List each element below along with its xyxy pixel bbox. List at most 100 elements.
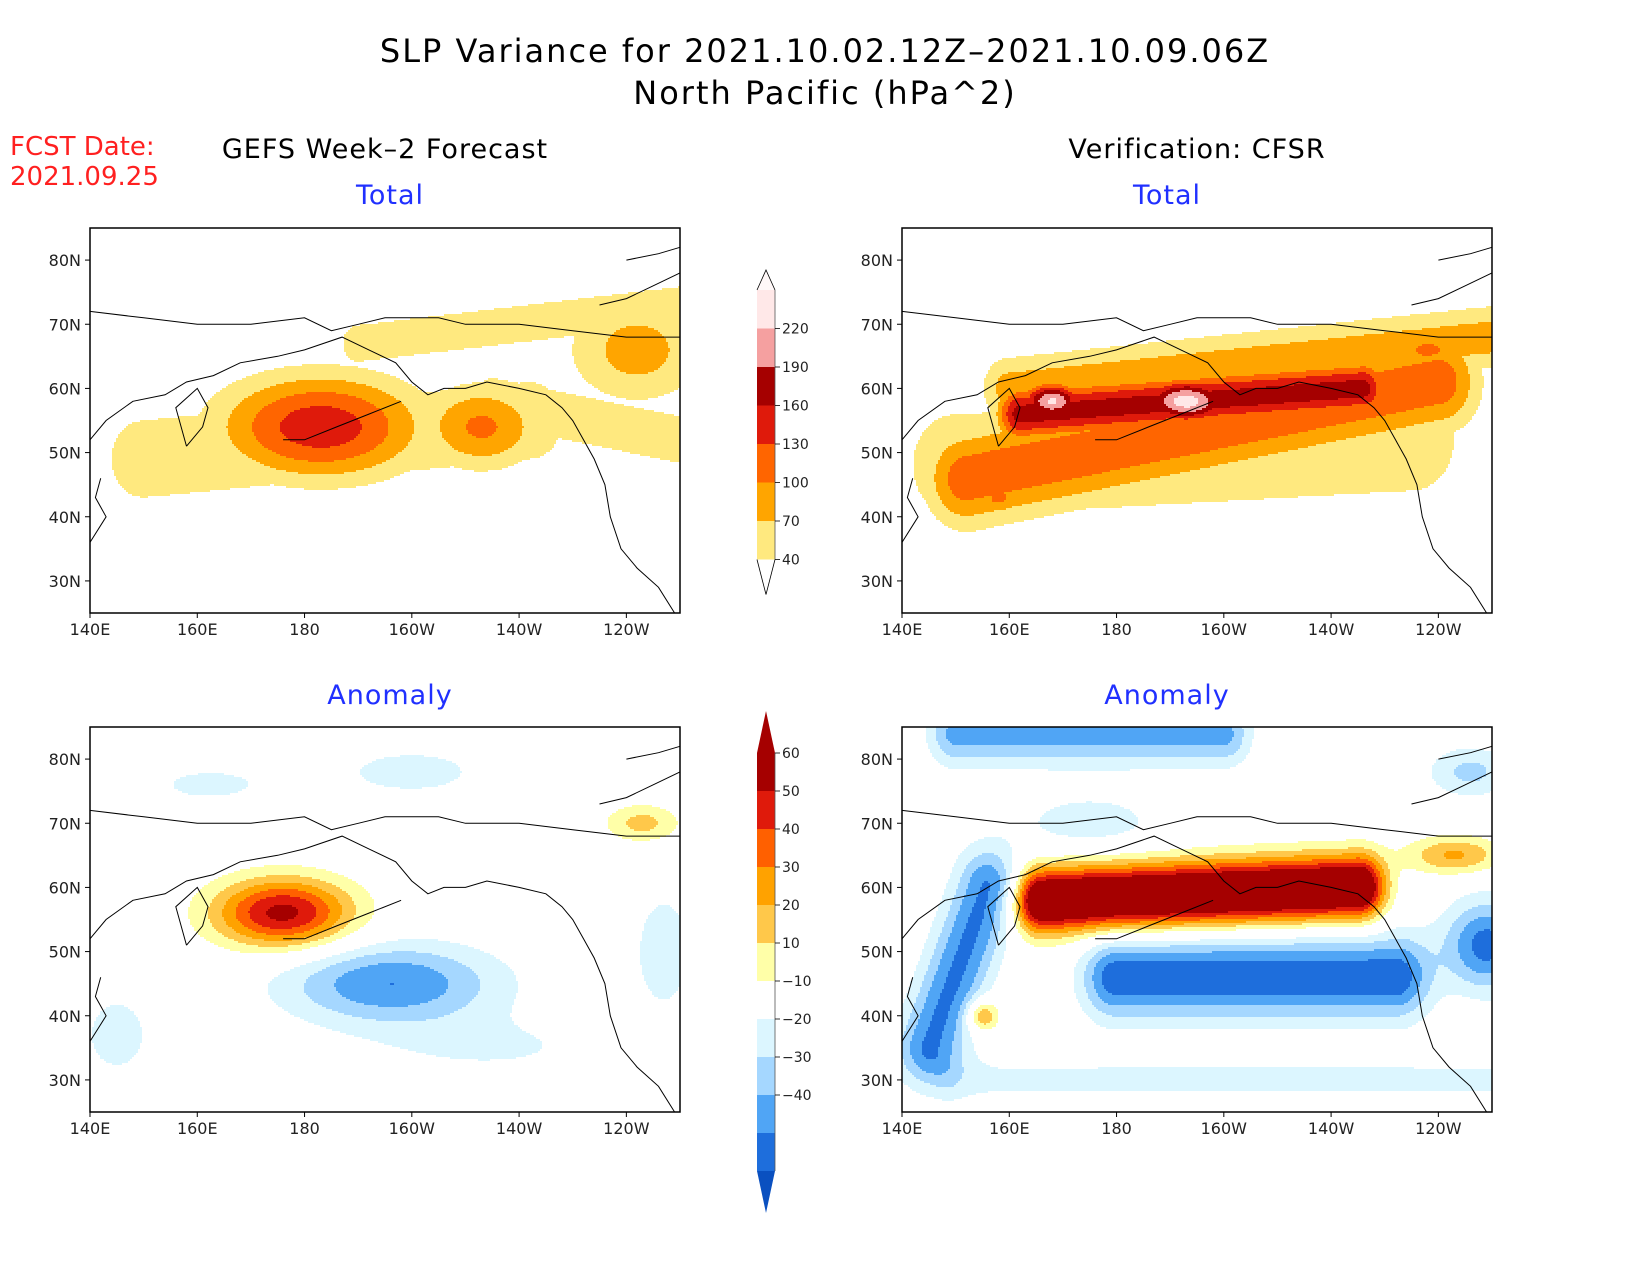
- contour-cell: [1032, 925, 1084, 927]
- contour-cell: [92, 1039, 142, 1041]
- contour-cell: [344, 336, 564, 338]
- contour-cell: [986, 947, 996, 949]
- contour-cell: [1462, 406, 1478, 408]
- contour-cell: [630, 452, 680, 454]
- contour-cell: [140, 496, 148, 498]
- contour-cell: [930, 510, 950, 512]
- contour-cell: [1372, 376, 1456, 378]
- contour-cell: [1244, 733, 1254, 735]
- contour-cell: [946, 917, 956, 919]
- contour-cell: [1326, 406, 1424, 408]
- contour-cell: [1432, 983, 1474, 985]
- contour-cell: [1058, 426, 1326, 428]
- colorbar-label: 100: [782, 476, 809, 492]
- contour-cell: [976, 991, 986, 993]
- contour-cell: [982, 983, 994, 985]
- contour-cell: [520, 436, 680, 438]
- contour-cell: [912, 979, 924, 981]
- contour-cell: [922, 1069, 948, 1071]
- contour-cell: [948, 767, 1230, 769]
- contour-cell: [1370, 374, 1456, 376]
- contour-cell: [978, 933, 990, 935]
- contour-cell: [912, 977, 924, 979]
- x-tick-label: 160E: [177, 1119, 218, 1138]
- contour-cell: [378, 388, 418, 390]
- contour-cell: [1468, 909, 1492, 911]
- contour-cell: [326, 881, 356, 883]
- contour-cell: [1372, 867, 1376, 869]
- contour-cell: [962, 1061, 982, 1063]
- contour-cell: [1148, 857, 1246, 859]
- contour-cell: [276, 1003, 318, 1005]
- contour-cell: [572, 354, 606, 356]
- contour-cell: [1028, 891, 1374, 893]
- contour-cell: [1048, 769, 1130, 771]
- contour-cell: [962, 1019, 966, 1021]
- contour-cell: [1328, 338, 1492, 340]
- contour-cell: [1064, 919, 1106, 921]
- contour-cell: [1112, 422, 1346, 424]
- contour-cell: [356, 436, 386, 438]
- contour-cell: [944, 891, 956, 893]
- contour-cell: [1444, 418, 1472, 420]
- contour-cell: [582, 374, 680, 376]
- contour-cell: [1446, 753, 1492, 755]
- contour-cell: [286, 486, 356, 488]
- contour-cell: [1000, 875, 1006, 877]
- contour-cell: [1064, 398, 1070, 400]
- contour-cell: [664, 362, 680, 364]
- contour-cell: [976, 939, 988, 941]
- contour-cell: [260, 410, 294, 412]
- contour-cell: [1434, 344, 1492, 346]
- contour-cell: [1392, 885, 1398, 887]
- contour-cell: [94, 1043, 140, 1045]
- contour-cell: [280, 422, 360, 424]
- contour-cell: [964, 1009, 968, 1011]
- contour-cell: [1036, 386, 1068, 388]
- contour-cell: [1026, 899, 1372, 901]
- contour-cell: [1422, 362, 1448, 364]
- contour-cell: [1386, 891, 1390, 893]
- contour-cell: [960, 881, 970, 883]
- contour-cell: [908, 1069, 922, 1071]
- contour-cell: [500, 452, 546, 454]
- contour-cell: [1244, 729, 1254, 731]
- contour-cell: [1014, 416, 1096, 418]
- contour-cell: [1044, 420, 1138, 422]
- contour-cell: [1180, 456, 1258, 458]
- contour-cell: [928, 747, 940, 749]
- contour-cell: [256, 416, 286, 418]
- contour-cell: [254, 877, 312, 879]
- contour-cell: [1102, 973, 1412, 975]
- contour-cell: [1466, 308, 1492, 310]
- contour-cell: [950, 875, 962, 877]
- contour-cell: [902, 1015, 910, 1017]
- contour-cell: [240, 891, 260, 893]
- contour-cell: [1044, 871, 1132, 873]
- contour-cell: [362, 428, 388, 430]
- contour-cell: [622, 837, 660, 839]
- contour-cell: [606, 354, 668, 356]
- contour-cell: [572, 352, 606, 354]
- contour-cell: [1094, 971, 1102, 973]
- contour-cell: [984, 917, 994, 919]
- contour-cell: [234, 883, 264, 885]
- contour-cell: [578, 368, 616, 370]
- contour-cell: [1438, 843, 1470, 845]
- contour-cell: [950, 909, 960, 911]
- contour-cell: [948, 727, 1232, 729]
- contour-cell: [1032, 885, 1376, 887]
- contour-cell: [1258, 456, 1452, 458]
- contour-cell: [362, 775, 460, 777]
- contour-cell: [1410, 939, 1444, 941]
- contour-cell: [1448, 967, 1470, 969]
- contour-cell: [336, 897, 352, 899]
- contour-cell: [1088, 1015, 1112, 1017]
- contour-cell: [962, 456, 1180, 458]
- contour-cell: [476, 973, 514, 975]
- contour-cell: [478, 993, 516, 995]
- contour-cell: [1410, 967, 1422, 969]
- contour-cell: [398, 452, 464, 454]
- contour-cell: [1074, 987, 1086, 989]
- contour-cell: [1382, 877, 1386, 879]
